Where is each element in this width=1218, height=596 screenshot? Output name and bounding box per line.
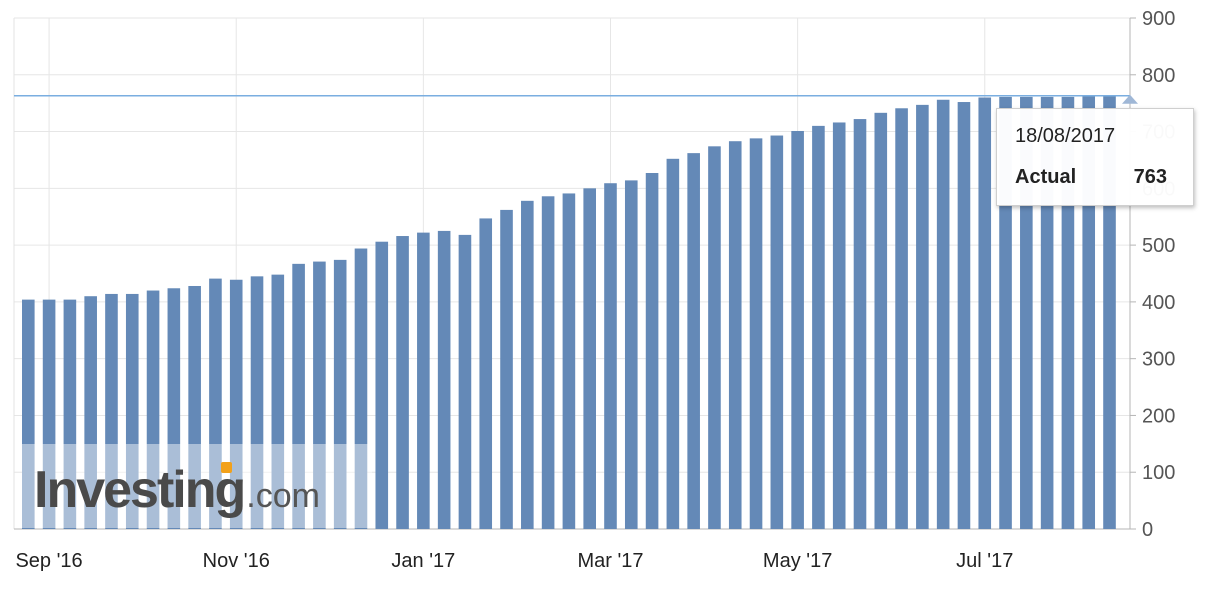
bar-12[interactable]	[271, 274, 285, 529]
bar-13[interactable]	[292, 263, 305, 529]
bar-43[interactable]	[916, 104, 929, 530]
bar-1[interactable]	[42, 299, 56, 529]
tooltip-label: Actual	[1015, 166, 1077, 188]
bar-18[interactable]	[396, 236, 409, 529]
tooltip-value: 763	[1133, 166, 1167, 188]
bar-14[interactable]	[313, 261, 326, 529]
bar-26[interactable]	[562, 193, 576, 529]
y-tick-label-0: 0	[1142, 519, 1153, 541]
bar-46[interactable]	[978, 97, 992, 529]
bar-0[interactable]	[22, 299, 35, 529]
bars	[22, 95, 1116, 530]
bar-8[interactable]	[188, 285, 201, 529]
x-tick-label-4: May '17	[763, 550, 832, 572]
bar-37[interactable]	[791, 130, 804, 529]
bar-25[interactable]	[541, 196, 555, 529]
tooltip: 18/08/2017 Actual 763	[996, 108, 1194, 206]
x-tick-label-3: Mar '17	[577, 550, 643, 572]
y-axis: 0100200300400500600700800900	[1130, 8, 1175, 541]
x-axis: Sep '16 Nov '16 Jan '17 Mar '17 May '17 Jul '…	[15, 550, 1013, 572]
bar-21[interactable]	[458, 234, 472, 529]
bar-31[interactable]	[666, 158, 680, 529]
y-tick-label-5: 500	[1142, 235, 1175, 257]
tooltip-date: 18/08/2017	[1015, 125, 1116, 147]
bar-16[interactable]	[354, 248, 368, 530]
bar-44[interactable]	[936, 99, 950, 529]
bar-3[interactable]	[84, 296, 97, 529]
reference-marker-icon	[1122, 94, 1138, 104]
y-tick-label-8: 800	[1142, 65, 1175, 87]
bar-38[interactable]	[812, 125, 825, 529]
bar-36[interactable]	[770, 135, 784, 529]
bar-11[interactable]	[250, 276, 264, 529]
y-tick-label-2: 200	[1142, 405, 1175, 427]
y-tick-label-4: 400	[1142, 292, 1175, 314]
y-tick-label-1: 100	[1142, 462, 1175, 484]
bar-9[interactable]	[209, 278, 222, 529]
bar-20[interactable]	[437, 230, 451, 529]
bar-2[interactable]	[63, 299, 77, 529]
bar-22[interactable]	[479, 218, 493, 530]
bar-41[interactable]	[874, 112, 888, 530]
x-tick-label-5: Jul '17	[956, 550, 1013, 572]
bar-19[interactable]	[417, 232, 430, 529]
bar-34[interactable]	[728, 141, 742, 530]
bar-45[interactable]	[957, 102, 971, 529]
bar-23[interactable]	[500, 209, 513, 530]
bar-4[interactable]	[105, 293, 118, 529]
bar-28[interactable]	[604, 183, 617, 529]
reference-line-group	[14, 94, 1138, 104]
bar-42[interactable]	[895, 108, 908, 529]
bar-35[interactable]	[749, 138, 763, 529]
bar-27[interactable]	[583, 188, 596, 530]
bar-6[interactable]	[146, 290, 160, 529]
bar-39[interactable]	[832, 122, 846, 530]
x-tick-label-0: Sep '16	[15, 550, 82, 572]
x-tick-label-2: Jan '17	[391, 550, 455, 572]
bar-29[interactable]	[624, 180, 638, 529]
bar-33[interactable]	[708, 146, 721, 529]
bar-5[interactable]	[125, 293, 139, 529]
x-tick-label-1: Nov '16	[203, 550, 270, 572]
bar-17[interactable]	[375, 241, 389, 529]
bar-10[interactable]	[229, 279, 243, 529]
bar-7[interactable]	[167, 288, 181, 529]
bar-30[interactable]	[645, 173, 659, 529]
bar-24[interactable]	[521, 200, 534, 529]
y-tick-label-9: 900	[1142, 8, 1175, 30]
bar-32[interactable]	[687, 153, 700, 529]
bar-40[interactable]	[853, 119, 867, 529]
bar-15[interactable]	[333, 259, 347, 529]
y-tick-label-3: 300	[1142, 349, 1175, 371]
